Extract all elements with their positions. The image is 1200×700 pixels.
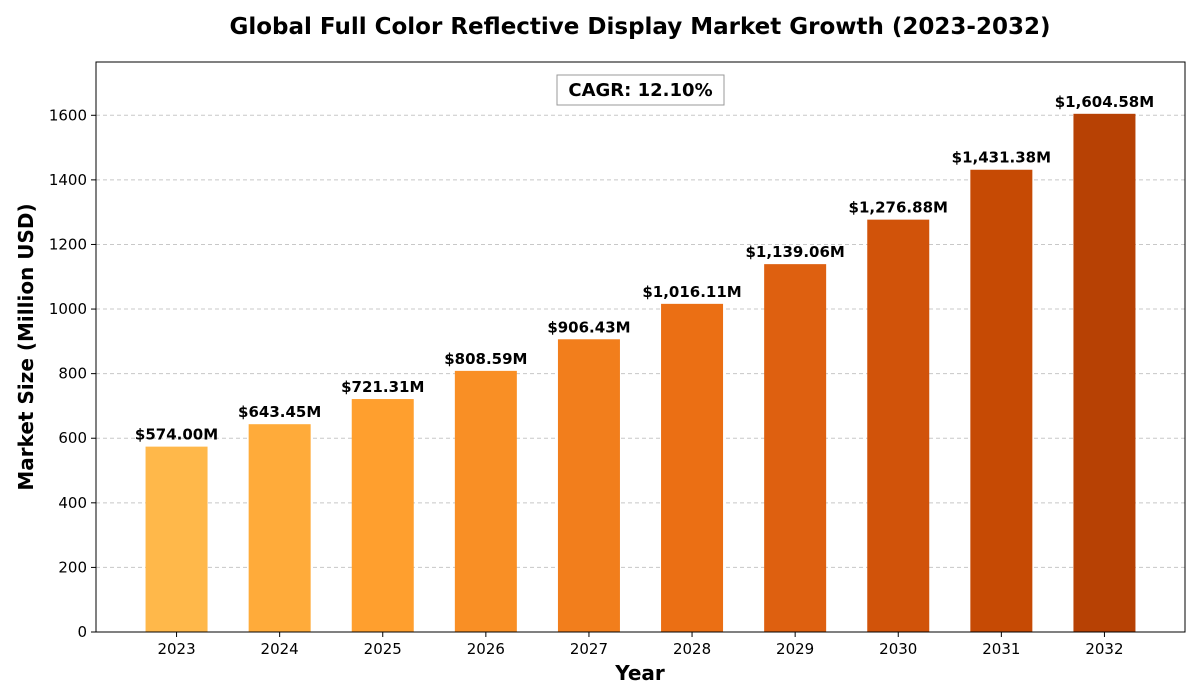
- bar-2030: [867, 219, 930, 633]
- y-axis-ticks: 0 200 400 600 800 1000 1200 1400 1600: [49, 106, 96, 641]
- data-label-2024: $643.45M: [238, 403, 321, 421]
- x-tick-label: 2026: [467, 640, 505, 658]
- bar-2026: [454, 370, 517, 632]
- data-labels: $574.00M $643.45M $721.31M $808.59M $906.43M…: [135, 93, 1154, 444]
- y-tick-label: 1600: [49, 106, 87, 124]
- data-label-2030: $1,276.88M: [849, 199, 948, 217]
- x-tick-label: 2030: [879, 640, 917, 658]
- bar-2031: [970, 169, 1033, 632]
- x-tick-label: 2029: [776, 640, 814, 658]
- cagr-box: [556, 74, 725, 106]
- cagr-annotation: CAGR: 12.10%: [556, 74, 725, 106]
- y-tick-label: 200: [58, 558, 87, 576]
- bar-2025: [351, 399, 414, 632]
- y-tick-label: 1400: [49, 171, 87, 189]
- x-tick-label: 2023: [157, 640, 195, 658]
- bar-2023: [145, 446, 208, 632]
- bars: [145, 113, 1136, 633]
- y-tick-label: 1000: [49, 300, 87, 318]
- x-tick-label: 2024: [261, 640, 299, 658]
- x-tick-label: 2025: [364, 640, 402, 658]
- x-tick-label: 2028: [673, 640, 711, 658]
- y-tick-label: 400: [58, 494, 87, 512]
- y-axis-label: Market Size (Million USD): [14, 203, 38, 490]
- data-label-2026: $808.59M: [444, 350, 527, 368]
- data-label-2032: $1,604.58M: [1055, 93, 1154, 111]
- x-axis-label: Year: [614, 661, 665, 685]
- chart-title: Global Full Color Reflective Display Mar…: [229, 14, 1050, 40]
- x-tick-label: 2027: [570, 640, 608, 658]
- y-tick-label: 1200: [49, 235, 87, 253]
- bar-2028: [661, 303, 724, 632]
- data-label-2025: $721.31M: [341, 378, 424, 396]
- plot-frame: [95, 61, 1186, 633]
- x-axis-ticks: 2023 2024 2025 2026 2027 2028 2029 2030 2031 2032: [157, 632, 1124, 658]
- bar-2032: [1073, 113, 1136, 633]
- x-tick-label: 2032: [1085, 640, 1123, 658]
- cagr-label: CAGR: 12.10%: [568, 80, 712, 101]
- bar-2029: [764, 264, 827, 632]
- data-label-2023: $574.00M: [135, 426, 218, 444]
- bar-2027: [557, 339, 620, 632]
- bar-2024: [248, 424, 311, 632]
- data-label-2029: $1,139.06M: [745, 243, 844, 261]
- y-tick-label: 800: [58, 365, 87, 383]
- data-label-2028: $1,016.11M: [642, 283, 741, 301]
- data-label-2031: $1,431.38M: [952, 149, 1051, 167]
- y-tick-label: 0: [77, 623, 87, 641]
- data-label-2027: $906.43M: [547, 318, 630, 336]
- y-tick-label: 600: [58, 429, 87, 447]
- x-tick-label: 2031: [982, 640, 1020, 658]
